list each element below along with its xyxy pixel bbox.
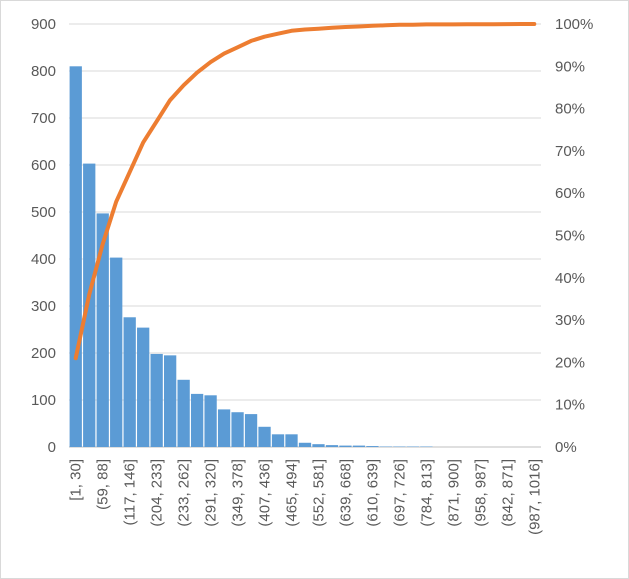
y-right-tick-label: 60% [555, 185, 585, 202]
bar [150, 353, 163, 447]
x-tick-label: (552, 581] [310, 459, 327, 527]
bar [312, 444, 325, 447]
y-right-tick-label: 80% [555, 101, 585, 118]
y-left-tick-label: 700 [31, 110, 56, 127]
bar [204, 395, 217, 447]
bar [69, 66, 82, 448]
y-right-tick-label: 20% [555, 354, 585, 371]
y-left-tick-label: 100 [31, 392, 56, 409]
y-right-tick-label: 30% [555, 312, 585, 329]
y-left-tick-label: 300 [31, 298, 56, 315]
x-tick-label: (987, 1016] [526, 459, 543, 535]
x-tick-label: (639, 668] [337, 459, 354, 527]
x-tick-label: (842, 871] [499, 459, 516, 527]
y-left-tick-label: 900 [31, 16, 56, 33]
cumulative-line [73, 22, 537, 361]
x-tick-label: (59, 88] [95, 459, 112, 510]
y-right-tick-label: 40% [555, 270, 585, 287]
y-left-tick-label: 500 [31, 204, 56, 221]
y-right-tick-label: 100% [555, 16, 593, 33]
x-tick-label: (233, 262] [176, 459, 193, 527]
x-tick-label: (204, 233] [149, 459, 166, 527]
y-left-tick-label: 200 [31, 345, 56, 362]
y-right-tick-label: 10% [555, 397, 585, 414]
x-tick-label: (784, 813] [418, 459, 435, 527]
bar [177, 379, 190, 447]
bar [231, 412, 244, 447]
bar [271, 434, 285, 447]
bar [352, 445, 366, 447]
y-right-tick-label: 70% [555, 143, 585, 160]
x-tick-label: (117, 146] [122, 459, 139, 525]
y-left-tick-label: 0 [48, 439, 56, 456]
x-tick-label: (610, 639] [364, 459, 381, 527]
bar [110, 257, 123, 447]
y-right-tick-label: 90% [555, 58, 585, 75]
x-tick-label: (871, 900] [445, 459, 462, 527]
bar [258, 426, 271, 447]
x-tick-label: (291, 320] [203, 459, 220, 527]
x-tick-label: (697, 726] [391, 459, 408, 527]
bar [366, 446, 379, 447]
x-tick-label: (349, 378] [230, 459, 247, 527]
bar [325, 445, 339, 447]
bar [190, 393, 204, 447]
bar [137, 327, 150, 447]
y-left-tick-label: 800 [31, 63, 56, 80]
bar [298, 442, 312, 447]
bar [164, 355, 177, 447]
x-tick-label: (465, 494] [284, 459, 301, 527]
y-left-tick-label: 400 [31, 251, 56, 268]
y-right-tick-label: 50% [555, 228, 585, 245]
bar [123, 317, 136, 447]
x-tick-label: [1, 30] [68, 459, 85, 501]
bar [244, 414, 258, 447]
bar [285, 434, 298, 447]
y-left-tick-label: 600 [31, 157, 56, 174]
x-tick-label: (958, 987] [472, 459, 489, 527]
y-right-tick-label: 0% [555, 439, 577, 456]
bar [339, 445, 352, 447]
bar [96, 213, 109, 447]
x-tick-label: (407, 436] [257, 459, 274, 527]
bar [83, 163, 96, 447]
bar [217, 409, 231, 447]
